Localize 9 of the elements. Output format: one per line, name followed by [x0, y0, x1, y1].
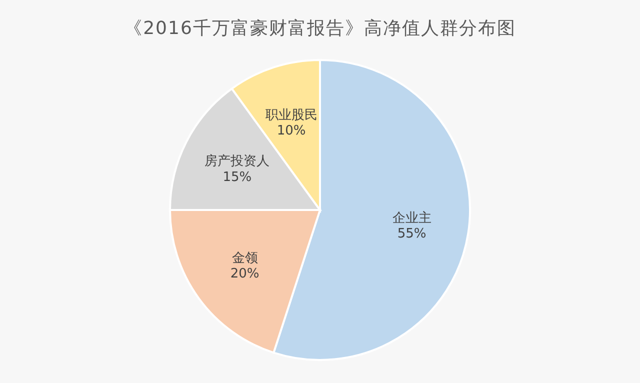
data-label: 15% [222, 170, 252, 185]
data-label: 10% [276, 124, 306, 139]
data-label: 55% [397, 226, 426, 242]
data-label: 20% [230, 266, 260, 282]
slice-label: 金领 [232, 251, 258, 266]
slice-label: 房产投资人 [204, 153, 270, 170]
slice-label: 职业股民 [265, 108, 318, 123]
slice-label: 企业主 [392, 210, 432, 226]
chart-title: 《2016千万富豪财富报告》高净值人群分布图 [124, 18, 516, 39]
